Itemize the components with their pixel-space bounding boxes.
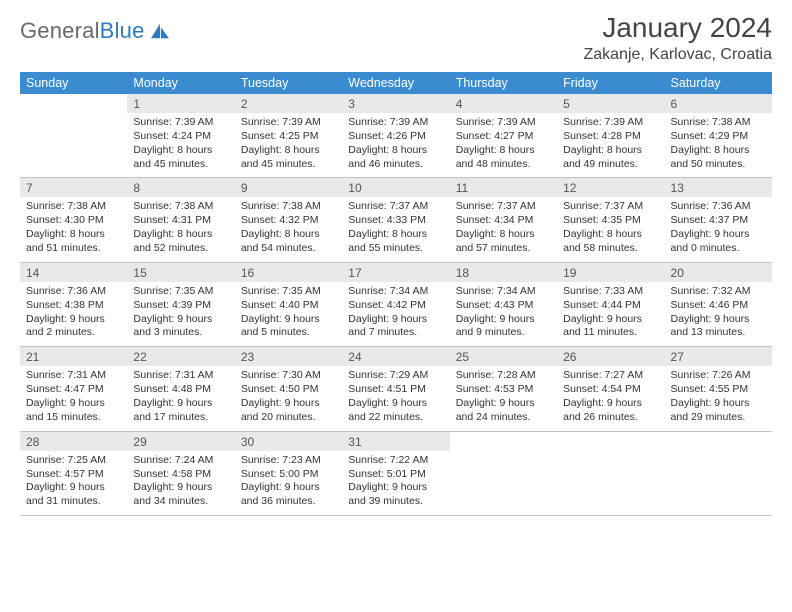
day-cell: Sunrise: 7:27 AMSunset: 4:54 PMDaylight:… bbox=[557, 366, 664, 430]
title-block: January 2024 Zakanje, Karlovac, Croatia bbox=[583, 12, 772, 64]
day-cell: Sunrise: 7:25 AMSunset: 4:57 PMDaylight:… bbox=[20, 451, 127, 515]
day-cell bbox=[450, 451, 557, 503]
day-number bbox=[20, 94, 127, 113]
day-cell: Sunrise: 7:39 AMSunset: 4:28 PMDaylight:… bbox=[557, 113, 664, 177]
day-cell: Sunrise: 7:28 AMSunset: 4:53 PMDaylight:… bbox=[450, 366, 557, 430]
day-number bbox=[450, 432, 557, 451]
header: GeneralBlue January 2024 Zakanje, Karlov… bbox=[20, 12, 772, 64]
day-number: 25 bbox=[450, 347, 557, 366]
day-number: 3 bbox=[342, 94, 449, 113]
day-number bbox=[557, 432, 664, 451]
day-cell: Sunrise: 7:37 AMSunset: 4:33 PMDaylight:… bbox=[342, 197, 449, 261]
day-header: Thursday bbox=[450, 72, 557, 94]
day-number: 12 bbox=[557, 178, 664, 197]
day-number: 22 bbox=[127, 347, 234, 366]
day-number: 19 bbox=[557, 263, 664, 282]
day-cell: Sunrise: 7:34 AMSunset: 4:42 PMDaylight:… bbox=[342, 282, 449, 346]
day-header: Wednesday bbox=[342, 72, 449, 94]
day-number: 4 bbox=[450, 94, 557, 113]
day-number: 16 bbox=[235, 263, 342, 282]
day-number: 17 bbox=[342, 263, 449, 282]
calendar-head: SundayMondayTuesdayWednesdayThursdayFrid… bbox=[20, 72, 772, 94]
day-cell bbox=[557, 451, 664, 503]
day-number: 6 bbox=[665, 94, 772, 113]
brand-text: GeneralBlue bbox=[20, 18, 145, 44]
day-number: 9 bbox=[235, 178, 342, 197]
day-header: Saturday bbox=[665, 72, 772, 94]
day-number: 24 bbox=[342, 347, 449, 366]
day-cell: Sunrise: 7:39 AMSunset: 4:27 PMDaylight:… bbox=[450, 113, 557, 177]
day-cell: Sunrise: 7:39 AMSunset: 4:26 PMDaylight:… bbox=[342, 113, 449, 177]
day-number: 29 bbox=[127, 432, 234, 451]
day-number bbox=[665, 432, 772, 451]
day-cell: Sunrise: 7:26 AMSunset: 4:55 PMDaylight:… bbox=[665, 366, 772, 430]
calendar-body: 123456Sunrise: 7:39 AMSunset: 4:24 PMDay… bbox=[20, 94, 772, 516]
day-number: 13 bbox=[665, 178, 772, 197]
day-number: 18 bbox=[450, 263, 557, 282]
day-cell: Sunrise: 7:30 AMSunset: 4:50 PMDaylight:… bbox=[235, 366, 342, 430]
day-cell: Sunrise: 7:38 AMSunset: 4:31 PMDaylight:… bbox=[127, 197, 234, 261]
day-cell: Sunrise: 7:35 AMSunset: 4:39 PMDaylight:… bbox=[127, 282, 234, 346]
calendar-table: SundayMondayTuesdayWednesdayThursdayFrid… bbox=[20, 72, 772, 516]
day-number: 5 bbox=[557, 94, 664, 113]
day-cell: Sunrise: 7:37 AMSunset: 4:34 PMDaylight:… bbox=[450, 197, 557, 261]
day-header: Tuesday bbox=[235, 72, 342, 94]
day-cell: Sunrise: 7:38 AMSunset: 4:32 PMDaylight:… bbox=[235, 197, 342, 261]
day-number: 26 bbox=[557, 347, 664, 366]
day-header: Friday bbox=[557, 72, 664, 94]
day-cell: Sunrise: 7:35 AMSunset: 4:40 PMDaylight:… bbox=[235, 282, 342, 346]
day-cell: Sunrise: 7:38 AMSunset: 4:30 PMDaylight:… bbox=[20, 197, 127, 261]
day-cell: Sunrise: 7:31 AMSunset: 4:47 PMDaylight:… bbox=[20, 366, 127, 430]
day-cell: Sunrise: 7:24 AMSunset: 4:58 PMDaylight:… bbox=[127, 451, 234, 515]
day-cell: Sunrise: 7:34 AMSunset: 4:43 PMDaylight:… bbox=[450, 282, 557, 346]
brand-logo: GeneralBlue bbox=[20, 12, 171, 44]
day-number: 28 bbox=[20, 432, 127, 451]
day-number: 14 bbox=[20, 263, 127, 282]
day-number: 31 bbox=[342, 432, 449, 451]
day-number: 20 bbox=[665, 263, 772, 282]
day-cell: Sunrise: 7:36 AMSunset: 4:37 PMDaylight:… bbox=[665, 197, 772, 261]
day-cell: Sunrise: 7:29 AMSunset: 4:51 PMDaylight:… bbox=[342, 366, 449, 430]
day-header: Sunday bbox=[20, 72, 127, 94]
day-cell: Sunrise: 7:22 AMSunset: 5:01 PMDaylight:… bbox=[342, 451, 449, 515]
location: Zakanje, Karlovac, Croatia bbox=[583, 46, 772, 64]
day-number: 15 bbox=[127, 263, 234, 282]
day-header: Monday bbox=[127, 72, 234, 94]
day-number: 21 bbox=[20, 347, 127, 366]
day-number: 10 bbox=[342, 178, 449, 197]
calendar-page: GeneralBlue January 2024 Zakanje, Karlov… bbox=[0, 0, 792, 612]
day-number: 27 bbox=[665, 347, 772, 366]
day-cell: Sunrise: 7:36 AMSunset: 4:38 PMDaylight:… bbox=[20, 282, 127, 346]
day-cell: Sunrise: 7:23 AMSunset: 5:00 PMDaylight:… bbox=[235, 451, 342, 515]
day-cell: Sunrise: 7:39 AMSunset: 4:25 PMDaylight:… bbox=[235, 113, 342, 177]
day-cell: Sunrise: 7:39 AMSunset: 4:24 PMDaylight:… bbox=[127, 113, 234, 177]
day-cell: Sunrise: 7:31 AMSunset: 4:48 PMDaylight:… bbox=[127, 366, 234, 430]
day-cell: Sunrise: 7:32 AMSunset: 4:46 PMDaylight:… bbox=[665, 282, 772, 346]
month-title: January 2024 bbox=[583, 12, 772, 44]
day-cell bbox=[665, 451, 772, 503]
day-number: 11 bbox=[450, 178, 557, 197]
day-cell bbox=[20, 113, 127, 165]
day-number: 2 bbox=[235, 94, 342, 113]
day-number: 23 bbox=[235, 347, 342, 366]
day-cell: Sunrise: 7:37 AMSunset: 4:35 PMDaylight:… bbox=[557, 197, 664, 261]
sail-icon bbox=[149, 22, 171, 40]
day-number: 1 bbox=[127, 94, 234, 113]
day-cell: Sunrise: 7:38 AMSunset: 4:29 PMDaylight:… bbox=[665, 113, 772, 177]
day-number: 8 bbox=[127, 178, 234, 197]
day-number: 7 bbox=[20, 178, 127, 197]
day-number: 30 bbox=[235, 432, 342, 451]
day-cell: Sunrise: 7:33 AMSunset: 4:44 PMDaylight:… bbox=[557, 282, 664, 346]
